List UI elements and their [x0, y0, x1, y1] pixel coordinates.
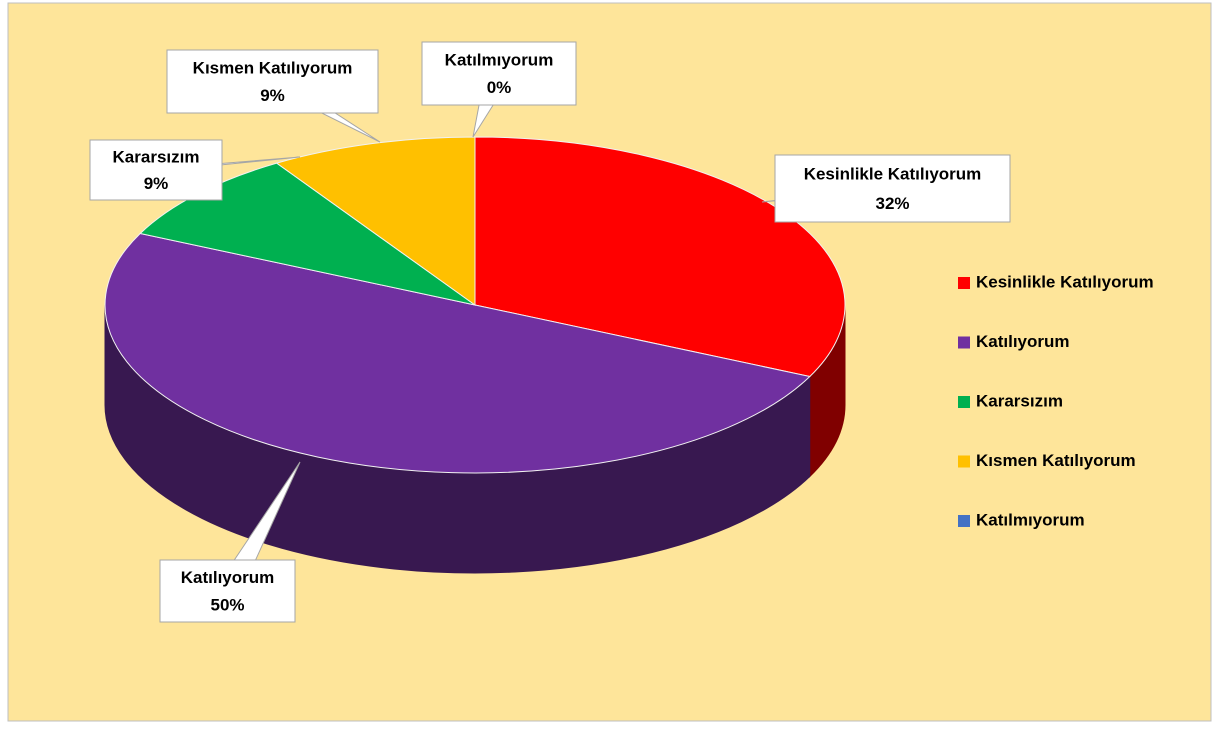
legend-swatch — [958, 396, 970, 408]
slice — [104, 232, 811, 474]
callout-box — [89, 139, 223, 201]
legend-label: Katılmıyorum — [976, 510, 1085, 529]
data-label-name: Katılmıyorum — [445, 50, 554, 69]
legend-label: Kararsızım — [976, 391, 1063, 410]
data-label-value: 50% — [210, 595, 244, 614]
data-label-name: Kararsızım — [113, 147, 200, 166]
callout-box — [159, 559, 296, 623]
callout-box — [421, 41, 577, 106]
legend-swatch — [958, 455, 970, 468]
slice — [275, 136, 476, 306]
legend-label: Kesinlikle Katılıyorum — [976, 272, 1154, 291]
data-label-value: 0% — [487, 78, 512, 97]
legend-swatch — [958, 336, 970, 349]
data-label-value: 9% — [144, 174, 169, 193]
data-label-value: 9% — [260, 86, 285, 105]
data-label-name: Katılıyorum — [181, 568, 275, 587]
data-label-value: 32% — [875, 194, 909, 213]
legend-label: Katılıyorum — [976, 332, 1070, 351]
callout-box — [774, 154, 1011, 223]
legend-swatch — [958, 515, 970, 527]
data-label-name: Kesinlikle Katılıyorum — [804, 165, 982, 184]
callout-box — [166, 49, 379, 114]
data-label-name: Kısmen Katılıyorum — [193, 58, 353, 77]
legend-swatch — [958, 277, 970, 289]
legend-label: Kısmen Katılıyorum — [976, 451, 1136, 470]
